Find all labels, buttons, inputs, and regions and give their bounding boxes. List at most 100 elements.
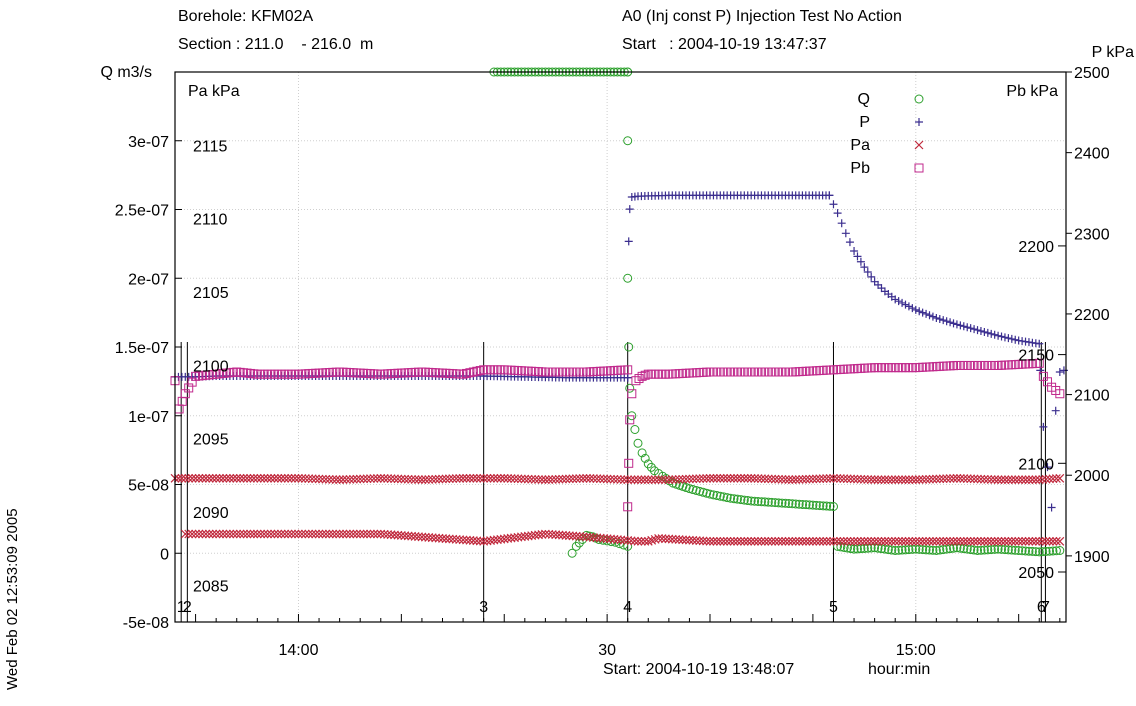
legend: QP Pa Pb — [850, 91, 924, 177]
point-Pa — [709, 536, 718, 546]
point-Q — [640, 453, 650, 463]
point-Pa — [633, 536, 643, 546]
point-P — [1051, 406, 1060, 415]
point-Pa — [815, 474, 825, 484]
point-Pa — [441, 474, 451, 484]
point-Pa — [877, 475, 886, 485]
point-Pa — [204, 473, 214, 483]
point-Pa — [420, 532, 430, 542]
point-Pa — [235, 529, 245, 539]
point-Pa — [540, 529, 550, 539]
point-Pa — [667, 534, 677, 544]
legend-label-Pb: Pb — [850, 160, 870, 177]
pa-tick-label: 2100 — [193, 358, 229, 375]
point-Q — [979, 545, 989, 555]
point-Q — [787, 499, 797, 509]
point-Pa — [983, 536, 993, 546]
point-Pa — [935, 474, 945, 484]
point-Pa — [369, 474, 379, 483]
q-tick-label: 2e-07 — [128, 271, 169, 288]
point-Pa — [743, 473, 753, 483]
point-Pa — [1048, 474, 1058, 484]
point-Pa — [390, 474, 399, 484]
point-Pa — [348, 474, 358, 484]
point-Pa — [431, 474, 441, 484]
point-Pa — [575, 474, 585, 483]
point-Pa — [420, 475, 430, 485]
point-Pa — [890, 536, 900, 546]
point-Pa — [228, 529, 238, 539]
point-Pa — [609, 534, 619, 544]
point-Pa — [184, 473, 194, 483]
x-start-label: Start: 2004-10-19 13:48:07 — [603, 661, 794, 678]
point-Pa — [328, 475, 338, 484]
point-Pa — [791, 475, 801, 485]
point-P — [946, 318, 955, 327]
point-Pa — [671, 534, 681, 544]
point-Pa — [1048, 536, 1058, 546]
point-Pb — [187, 377, 197, 387]
point-Pa — [376, 529, 386, 539]
legend-label-Pa: Pa — [850, 137, 870, 154]
point-Pa — [726, 473, 736, 483]
point-Pb — [640, 370, 650, 380]
point-Pa — [510, 474, 519, 484]
point-Pa — [571, 474, 581, 484]
point-Pa — [184, 529, 194, 539]
point-Pa — [705, 473, 715, 483]
point-Pb — [623, 365, 633, 375]
point-Pa — [931, 536, 941, 546]
point-Pa — [983, 474, 993, 484]
point-P — [911, 305, 920, 314]
point-Pa — [1017, 536, 1027, 546]
point-Q — [726, 493, 736, 503]
point-Pa — [986, 475, 996, 484]
point-P — [829, 200, 838, 209]
point-Pa — [863, 536, 873, 546]
point-Pa — [757, 474, 766, 484]
point-Q — [695, 486, 705, 496]
pa-tick-label: 2105 — [193, 285, 229, 302]
point-Pa — [829, 473, 838, 483]
point-Pa — [383, 530, 393, 539]
point-Pa — [1017, 475, 1027, 485]
point-Pa — [630, 475, 639, 485]
point-Pa — [626, 536, 636, 546]
point-Pa — [674, 474, 684, 484]
event-label-4: 4 — [623, 599, 632, 616]
point-Pa — [952, 536, 962, 546]
point-P — [987, 329, 996, 338]
point-P — [841, 229, 850, 238]
point-P — [918, 308, 927, 317]
point-Pa — [928, 536, 938, 546]
point-Pa — [925, 536, 934, 546]
point-Pa — [486, 473, 495, 483]
point-Pa — [246, 529, 255, 539]
legend-marker-Q — [914, 94, 924, 104]
point-Pa — [438, 533, 447, 543]
point-Q — [760, 497, 770, 507]
point-Q — [614, 539, 624, 549]
point-P — [970, 325, 979, 334]
point-Pa — [654, 475, 663, 485]
point-P — [825, 191, 834, 200]
point-Pa — [468, 536, 478, 546]
point-Q — [801, 500, 811, 510]
header-section: Section : 211.0 - 216.0 m — [178, 36, 374, 53]
point-Pa — [976, 536, 986, 546]
p-tick-label: 2400 — [1074, 146, 1110, 163]
point-Pa — [914, 536, 924, 546]
point-Pa — [314, 529, 324, 539]
point-Pa — [733, 473, 742, 483]
point-Pa — [318, 529, 327, 539]
point-Pa — [633, 475, 643, 485]
point-Pa — [808, 536, 818, 546]
point-Pa — [414, 475, 423, 485]
point-Pa — [798, 536, 808, 546]
point-Pa — [242, 529, 252, 539]
point-Q — [1031, 547, 1041, 557]
point-Pa — [647, 535, 657, 545]
point-Pa — [657, 534, 667, 544]
point-Pa — [856, 474, 866, 484]
event-label-7: 7 — [1041, 599, 1050, 616]
